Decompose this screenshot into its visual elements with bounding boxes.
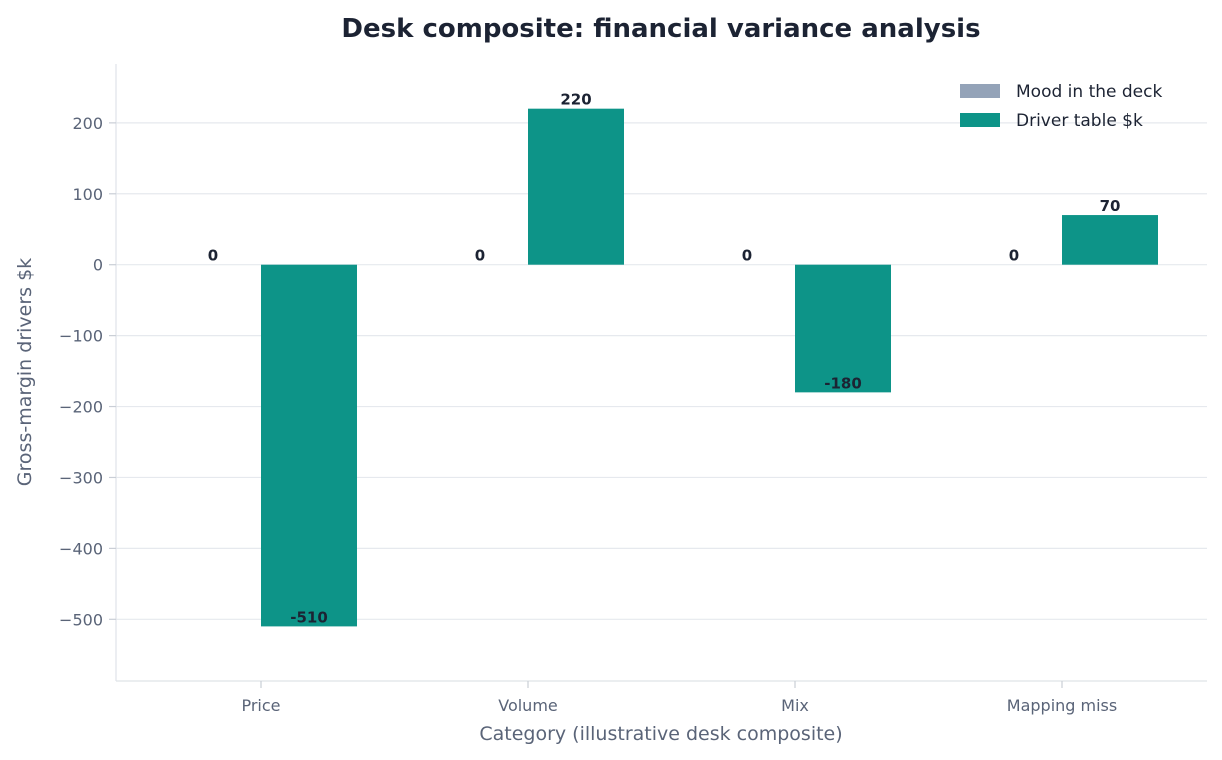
data-label: 70	[1100, 197, 1121, 215]
data-label: -180	[824, 374, 862, 392]
data-label: 0	[742, 247, 752, 265]
x-tick-label: Mapping miss	[1007, 696, 1117, 715]
legend-swatch	[960, 113, 1000, 127]
data-label: 0	[475, 247, 485, 265]
x-tick-label: Mix	[781, 696, 809, 715]
axes	[115, 64, 1207, 682]
y-tick-label: 200	[72, 114, 103, 133]
bars	[261, 108, 1158, 627]
bar	[261, 264, 357, 627]
data-label: -510	[290, 608, 328, 626]
data-label: 0	[208, 247, 218, 265]
y-tick-label: −200	[59, 398, 103, 417]
y-tick-label: −100	[59, 327, 103, 346]
legend-entry: Mood in the deck	[1016, 82, 1162, 102]
chart-title: Desk composite: financial variance analy…	[341, 14, 980, 44]
y-axis-ticks: 200 100 0 −100 −200 −300 −400 −500	[59, 114, 116, 629]
data-label: 220	[560, 91, 591, 109]
x-tick-label: Price	[241, 696, 280, 715]
legend: Mood in the deck Driver table $k	[960, 82, 1162, 131]
legend-entry: Driver table $k	[1016, 111, 1143, 131]
data-label: 0	[1009, 247, 1019, 265]
y-tick-label: −400	[59, 539, 103, 558]
x-tick-label: Volume	[498, 696, 558, 715]
y-tick-label: −500	[59, 610, 103, 629]
data-labels: 0 -510 0 220 0 -180 0 70	[208, 91, 1121, 627]
y-tick-label: −300	[59, 468, 103, 487]
x-axis-label: Category (illustrative desk composite)	[479, 723, 842, 745]
legend-swatch	[960, 84, 1000, 98]
bar	[528, 108, 624, 265]
x-axis-ticks: Price Volume Mix Mapping miss	[241, 681, 1117, 715]
y-tick-label: 100	[72, 185, 103, 204]
y-axis-label: Gross-margin drivers $k	[14, 258, 36, 486]
bar	[795, 264, 891, 393]
y-tick-label: 0	[93, 256, 103, 275]
bar	[1062, 215, 1158, 265]
